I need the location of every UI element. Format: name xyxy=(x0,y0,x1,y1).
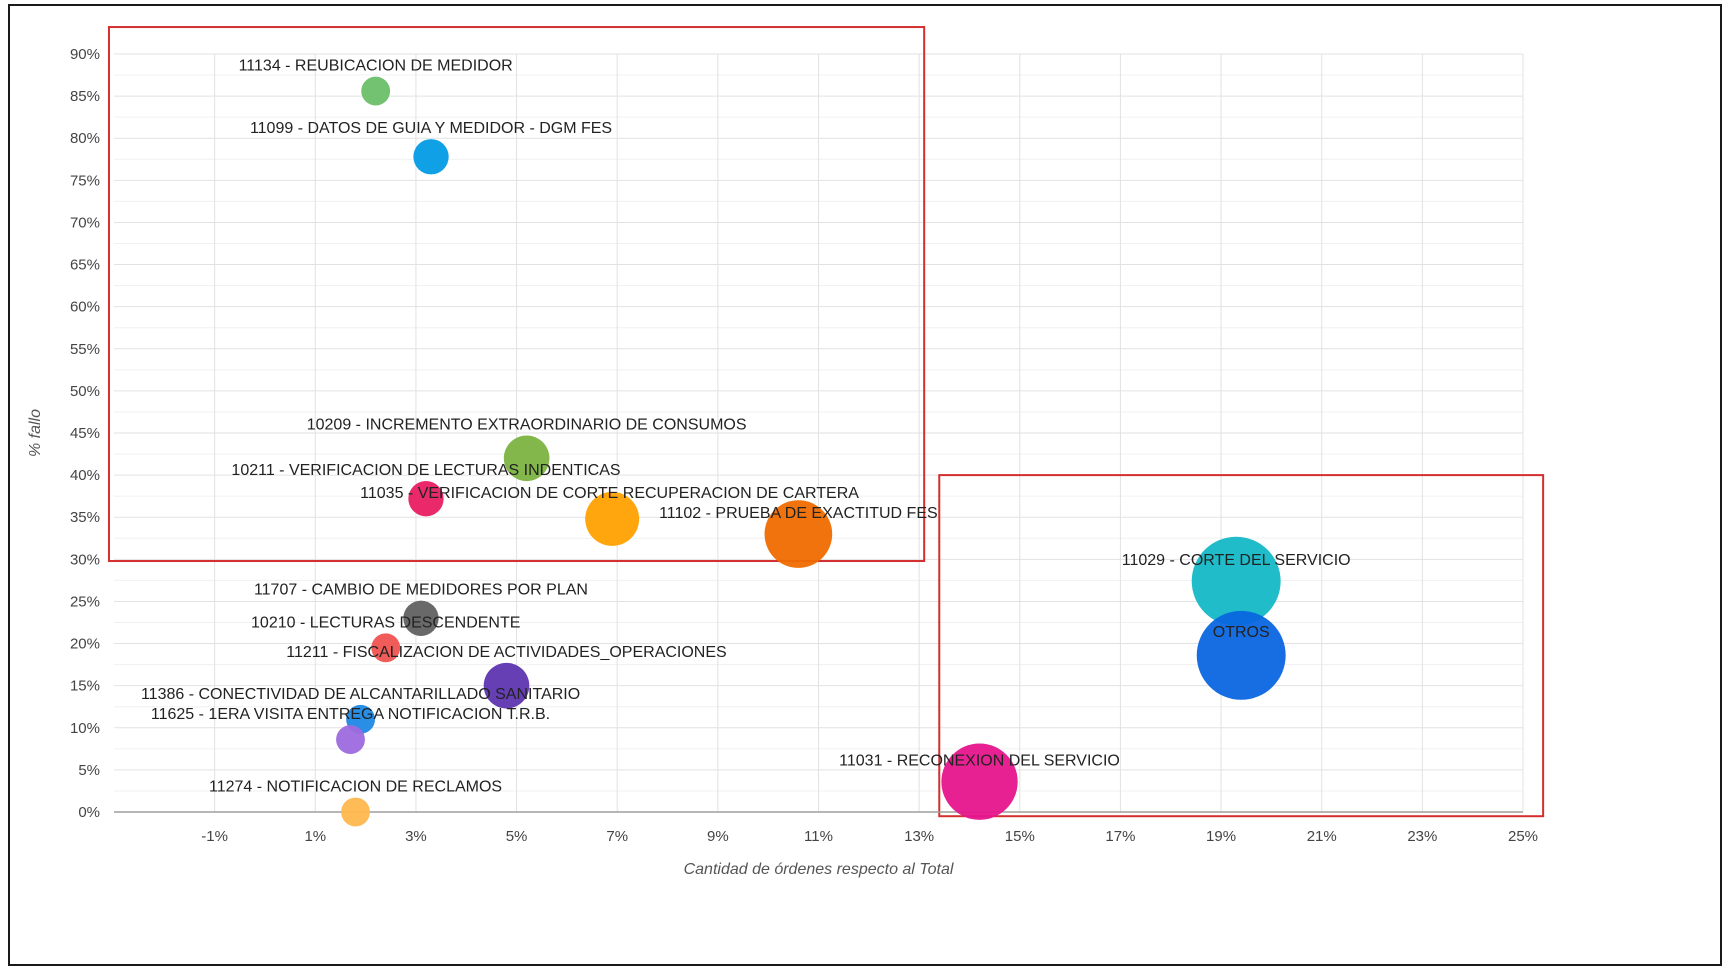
bubble-point xyxy=(941,743,1018,820)
x-tick-label: 1% xyxy=(304,828,326,845)
y-tick-label: 90% xyxy=(70,46,100,63)
y-tick-label: 65% xyxy=(70,257,100,274)
y-tick-label: 20% xyxy=(70,636,100,653)
x-tick-label: 21% xyxy=(1307,828,1337,845)
bubble-point xyxy=(585,491,640,546)
y-tick-label: 85% xyxy=(70,88,100,105)
y-tick-label: 60% xyxy=(70,299,100,316)
chart-frame: 0% 5% 10% 15% 20% 25% 30% 35% 40% 45% 50% 55% 60% 65%… xyxy=(8,4,1722,966)
bubble-label: 11099 - DATOS DE GUIA Y MEDIDOR - DGM FE… xyxy=(250,120,612,137)
bubble-label: 11211 - FISCALIZACION DE ACTIVIDADES_OPE… xyxy=(286,644,726,661)
y-tick-label: 35% xyxy=(70,509,100,526)
y-tick-label: 0% xyxy=(78,804,100,821)
label-layer: 11134 - REUBICACION DE MEDIDOR 11099 - DA… xyxy=(141,58,1351,796)
x-tick-label: 13% xyxy=(904,828,934,845)
y-tick-label: 5% xyxy=(78,762,100,779)
y-tick-label: 40% xyxy=(70,467,100,484)
y-tick-label: 30% xyxy=(70,551,100,568)
highlight-box-top-left-group xyxy=(107,26,926,563)
y-axis-title: % fallo xyxy=(27,409,44,457)
highlight-boxes xyxy=(107,26,1545,818)
x-tick-label: 7% xyxy=(606,828,628,845)
x-tick-label: 19% xyxy=(1206,828,1236,845)
bubble-label: 11035 - VERIFICACION DE CORTE RECUPERACI… xyxy=(360,485,859,502)
bubble-point xyxy=(408,481,444,517)
bubble-label: 11029 - CORTE DEL SERVICIO xyxy=(1122,552,1351,569)
x-tick-label: 3% xyxy=(405,828,427,845)
bubble-label: 10210 - LECTURAS DESCENDENTE xyxy=(251,614,520,631)
bubble-point xyxy=(413,139,449,175)
bubble-point xyxy=(403,600,439,636)
x-tick-label: 9% xyxy=(707,828,729,845)
bubble-label: 11102 - PRUEBA DE EXACTITUD FES xyxy=(659,505,938,522)
x-tick-label: -1% xyxy=(201,828,228,845)
x-tick-label: 25% xyxy=(1508,828,1538,845)
bubble-point xyxy=(764,500,833,568)
y-tick-label: 50% xyxy=(70,383,100,400)
bubble-label: 11031 - RECONEXION DEL SERVICIO xyxy=(839,753,1120,770)
bubble-point xyxy=(371,633,401,663)
y-tick-label: 45% xyxy=(70,425,100,442)
bubble-chart: 0% 5% 10% 15% 20% 25% 30% 35% 40% 45% 50% 55% 60% 65%… xyxy=(27,26,1545,878)
x-tick-label: 23% xyxy=(1407,828,1437,845)
x-tick-label: 17% xyxy=(1105,828,1135,845)
highlight-box-bottom-right-group xyxy=(938,474,1545,818)
bubble-label: OTROS xyxy=(1213,624,1270,641)
bubble-point xyxy=(503,435,550,482)
y-tick-label: 15% xyxy=(70,678,100,695)
bubble-point xyxy=(1196,610,1286,700)
bubble-point xyxy=(341,797,370,827)
axis-layer: 0% 5% 10% 15% 20% 25% 30% 35% 40% 45% 50% 55% 60% 65%… xyxy=(70,46,1538,845)
bubble-label: 11274 - NOTIFICACION DE RECLAMOS xyxy=(209,779,502,796)
bubble-label: 10209 - INCREMENTO EXTRAORDINARIO DE CON… xyxy=(307,416,747,433)
bubble-point xyxy=(361,76,391,106)
bubble-label: 11625 - 1ERA VISITA ENTREGA NOTIFICACION… xyxy=(151,706,550,723)
bubble-point xyxy=(483,662,530,709)
x-axis-title: Cantidad de órdenes respecto al Total xyxy=(684,861,954,878)
bubble-layer xyxy=(336,76,1286,827)
bubble-label: 11386 - CONECTIVIDAD DE ALCANTARILLADO S… xyxy=(141,686,580,703)
bubble-point xyxy=(1191,536,1281,626)
y-tick-label: 70% xyxy=(70,214,100,231)
y-tick-label: 25% xyxy=(70,593,100,610)
y-tick-label: 80% xyxy=(70,130,100,147)
y-tick-label: 55% xyxy=(70,341,100,358)
x-tick-label: 5% xyxy=(506,828,528,845)
bubble-label: 11134 - REUBICACION DE MEDIDOR xyxy=(239,58,513,75)
x-tick-label: 11% xyxy=(804,828,833,845)
bubble-label: 11707 - CAMBIO DE MEDIDORES POR PLAN xyxy=(254,582,588,599)
bubble-point xyxy=(336,725,365,754)
x-tick-label: 15% xyxy=(1005,828,1035,845)
bubble-label: 10211 - VERIFICACION DE LECTURAS INDENTI… xyxy=(231,462,620,479)
y-tick-label: 75% xyxy=(70,172,100,189)
y-tick-label: 10% xyxy=(70,720,100,737)
